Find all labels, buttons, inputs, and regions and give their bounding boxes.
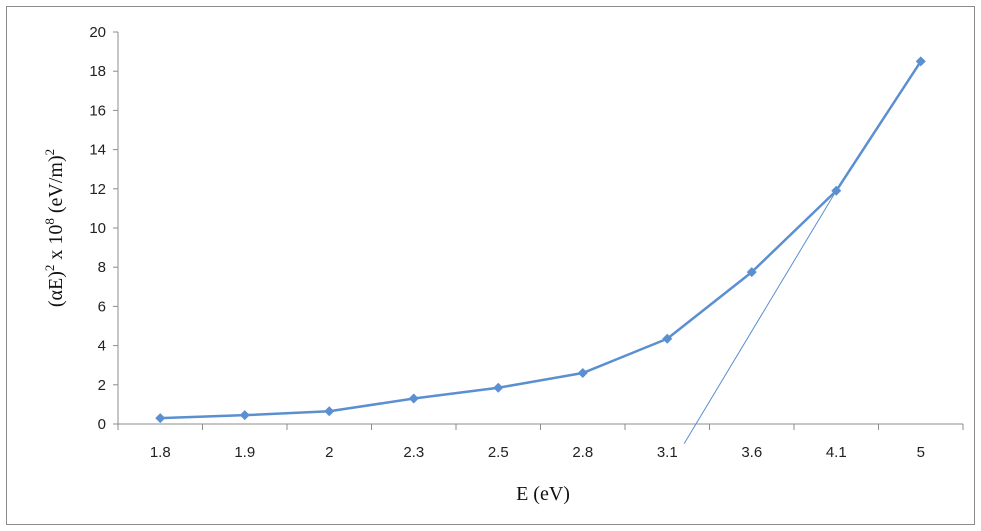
- series-group: [155, 56, 926, 424]
- y-tick-label: 16: [89, 102, 106, 119]
- x-axis-title: E (eV): [516, 483, 570, 505]
- x-tick-label: 2.5: [488, 444, 509, 461]
- y-axis-title-middle: x 10: [45, 225, 67, 265]
- y-tick-label: 10: [89, 220, 106, 237]
- tangent-line-group: [683, 190, 837, 444]
- x-tick-label: 3.6: [741, 444, 762, 461]
- x-tick-label: 2.3: [403, 444, 424, 461]
- y-axis-ticks: 0 2 4 6 8 10 12 14 16 18 20: [89, 24, 118, 433]
- x-tick-label: 5: [917, 444, 925, 461]
- tangent-line: [683, 190, 837, 444]
- data-point-marker: [577, 368, 588, 379]
- y-tick-label: 8: [98, 259, 106, 276]
- y-tick-label: 20: [89, 24, 106, 41]
- data-point-marker: [831, 185, 842, 196]
- data-point-marker: [408, 393, 419, 404]
- data-point-marker: [155, 413, 166, 424]
- axes: [117, 32, 963, 425]
- y-axis-title-sup3: 2: [42, 149, 57, 156]
- x-tick-label: 1.8: [150, 444, 171, 461]
- data-point-marker: [915, 56, 926, 67]
- y-tick-label: 18: [89, 63, 106, 80]
- y-axis-title: (αE)2 x 108 (eV/m)2: [42, 149, 67, 307]
- y-axis-title-sup1: 2: [42, 265, 57, 272]
- data-point-marker: [493, 382, 504, 393]
- y-axis-title-prefix: (αE): [45, 271, 67, 307]
- data-point-marker: [239, 410, 250, 421]
- y-axis-title-suffix: (eV/m): [45, 155, 67, 218]
- x-tick-label: 2: [325, 444, 333, 461]
- series-line: [160, 60, 922, 420]
- y-tick-label: 12: [89, 181, 106, 198]
- data-point-marker: [746, 267, 757, 278]
- y-axis-title-sup2: 8: [42, 218, 57, 225]
- y-tick-label: 14: [89, 142, 106, 159]
- x-tick-label: 4.1: [826, 444, 847, 461]
- x-tick-label: 2.8: [572, 444, 593, 461]
- y-tick-label: 2: [98, 377, 106, 394]
- x-axis-ticks: 1.8 1.9 2 2.3 2.5 2.8 3.1 3.6 4.1 5: [117, 424, 964, 461]
- data-point-marker: [662, 333, 673, 344]
- y-tick-label: 0: [98, 416, 106, 433]
- x-tick-label: 3.1: [657, 444, 678, 461]
- y-tick-label: 4: [98, 338, 106, 355]
- chart-frame: [6, 6, 975, 525]
- y-tick-label: 6: [98, 298, 106, 315]
- x-tick-label: 1.9: [234, 444, 255, 461]
- data-point-marker: [324, 406, 335, 417]
